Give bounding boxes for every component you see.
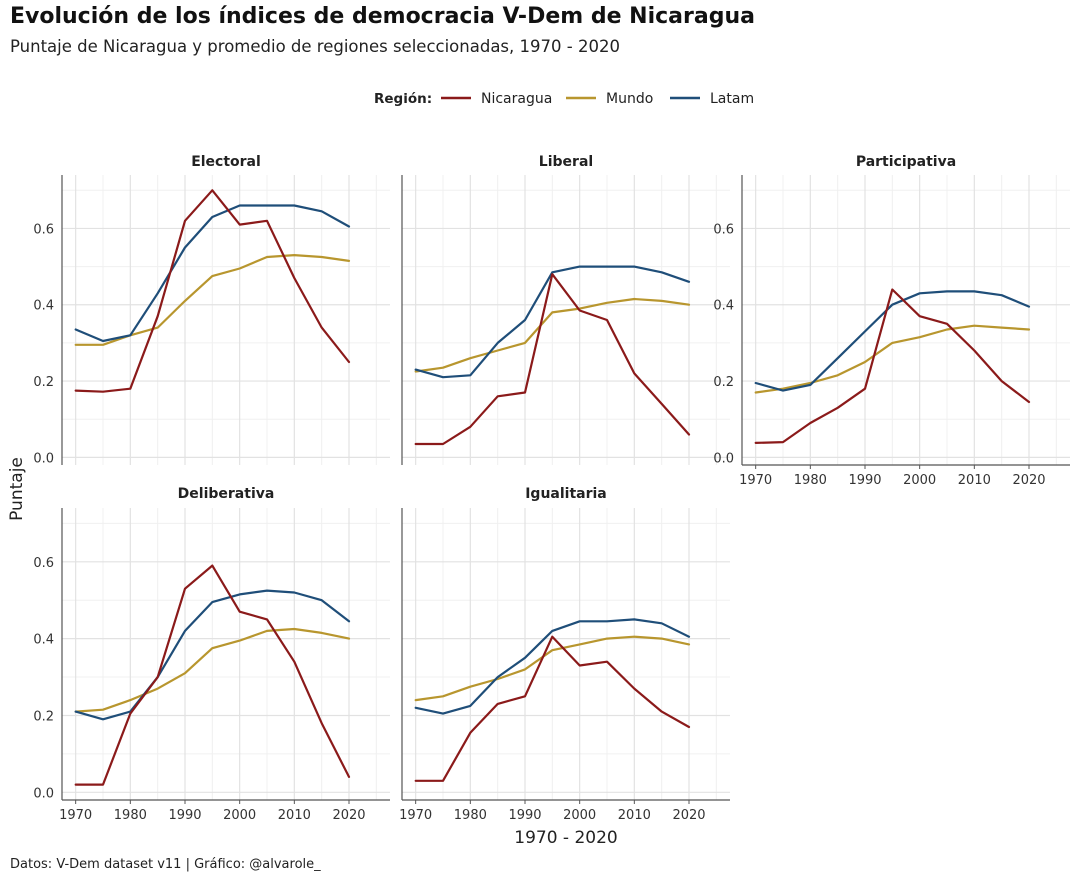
panel-liberal: Liberal [401, 154, 730, 465]
panel-deliberativa: Deliberativa 0.0 0.2 0.4 0.6 1970 1980 1990 2000… [33, 486, 390, 823]
legend-label-latam: Latam [710, 91, 754, 107]
x-tick-label: 2020 [672, 808, 705, 823]
series-line-nicaragua [414, 635, 691, 782]
legend: Región: Nicaragua Mundo Latam [374, 91, 754, 107]
x-tick-label: 2020 [1012, 473, 1045, 488]
chart-title: Evolución de los índices de democracia V… [10, 4, 755, 29]
y-tick-label: 0.6 [713, 222, 734, 237]
x-tick-label: 2010 [958, 473, 991, 488]
series-line-latam [74, 204, 351, 343]
series-line-mundo [754, 324, 1031, 394]
x-tick-label: 1990 [168, 808, 201, 823]
x-tick-label: 2020 [332, 808, 365, 823]
x-tick-label: 1970 [59, 808, 92, 823]
facet-title: Igualitaria [525, 486, 607, 502]
series-line-nicaragua [74, 564, 351, 786]
series-line-mundo [74, 254, 351, 346]
facet-title: Deliberativa [178, 486, 275, 502]
x-tick-label: 1990 [848, 473, 881, 488]
x-tick-label: 1980 [454, 808, 487, 823]
y-axis-label: Puntaje [7, 457, 27, 521]
y-tick-label: 0.4 [713, 299, 734, 314]
series-line-latam [74, 589, 351, 721]
series-line-nicaragua [414, 273, 691, 446]
x-tick-label: 1980 [794, 473, 827, 488]
y-tick-label: 0.6 [33, 222, 54, 237]
facet-title: Liberal [539, 154, 593, 170]
series-line-latam [414, 618, 691, 715]
series-line-nicaragua [754, 288, 1031, 444]
y-tick-label: 0.6 [33, 556, 54, 571]
legend-label-mundo: Mundo [606, 91, 653, 107]
x-axis-label: 1970 - 2020 [514, 828, 617, 848]
x-tick-label: 2000 [903, 473, 936, 488]
y-tick-label: 0.0 [33, 786, 54, 801]
series-line-nicaragua [74, 189, 351, 393]
panel-participativa: Participativa 0.0 0.2 0.4 0.6 1970 1980 1990 200… [713, 154, 1070, 488]
panel-igualitaria: Igualitaria 1970 1980 1990 2000 2010 2020 [399, 486, 730, 823]
y-tick-label: 0.2 [33, 709, 54, 724]
y-tick-label: 0.4 [33, 633, 54, 648]
x-tick-label: 1970 [399, 808, 432, 823]
x-tick-label: 2000 [563, 808, 596, 823]
caption: Datos: V-Dem dataset v11 | Gráfico: @alv… [10, 857, 321, 872]
y-tick-label: 0.2 [713, 375, 734, 390]
series-line-latam [754, 290, 1031, 392]
y-tick-label: 0.4 [33, 299, 54, 314]
x-tick-label: 2010 [278, 808, 311, 823]
x-tick-label: 1990 [508, 808, 541, 823]
facet-title: Participativa [856, 154, 956, 170]
series-line-latam [414, 265, 691, 379]
legend-title: Región: [374, 91, 432, 107]
x-tick-label: 2010 [618, 808, 651, 823]
chart-subtitle: Puntaje de Nicaragua y promedio de regio… [10, 37, 620, 56]
x-tick-label: 1970 [739, 473, 772, 488]
legend-label-nicaragua: Nicaragua [481, 91, 552, 107]
series-line-mundo [414, 297, 691, 373]
x-tick-label: 2000 [223, 808, 256, 823]
y-tick-label: 0.0 [33, 451, 54, 466]
y-tick-label: 0.2 [33, 375, 54, 390]
facet-panels: Electoral 0.0 0.2 0.4 0.6 Liberal Participativ… [33, 154, 1070, 823]
x-tick-label: 1980 [114, 808, 147, 823]
facet-title: Electoral [191, 154, 261, 170]
y-tick-label: 0.0 [713, 451, 734, 466]
panel-electoral: Electoral 0.0 0.2 0.4 0.6 [33, 154, 390, 466]
series-line-mundo [414, 635, 691, 702]
series-line-mundo [74, 627, 351, 713]
